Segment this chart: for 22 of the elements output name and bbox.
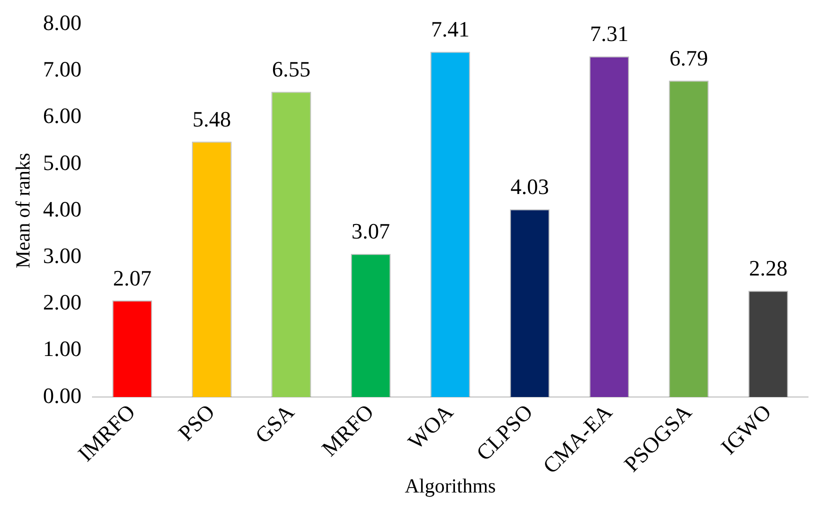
data-label: 2.07 [113,265,152,290]
data-label: 6.55 [272,56,310,82]
y-tick-label: 6.00 [43,103,82,128]
y-tick-label: 5.00 [43,150,82,175]
x-tick-label: PSO [173,399,220,446]
data-label: 5.48 [192,106,231,132]
data-label: 6.79 [670,45,708,70]
x-tick-label: GSA [250,399,299,448]
y-tick-label: 4.00 [43,196,82,222]
y-axis-title: Mean of ranks [12,152,34,268]
data-label: 3.07 [352,218,390,244]
data-label: 7.41 [431,16,470,42]
y-tick-label: 1.00 [43,336,82,362]
x-axis-title: Algorithms [404,475,496,498]
y-tick-label: 3.00 [43,242,82,268]
data-label: 2.28 [749,256,788,281]
y-tick-label: 0.00 [43,382,82,408]
data-label: 4.03 [510,174,549,199]
data-label: 7.31 [590,21,628,46]
y-tick-label: 7.00 [43,56,82,82]
y-tick-label: 8.00 [43,10,82,35]
y-tick-label: 2.00 [43,290,82,315]
